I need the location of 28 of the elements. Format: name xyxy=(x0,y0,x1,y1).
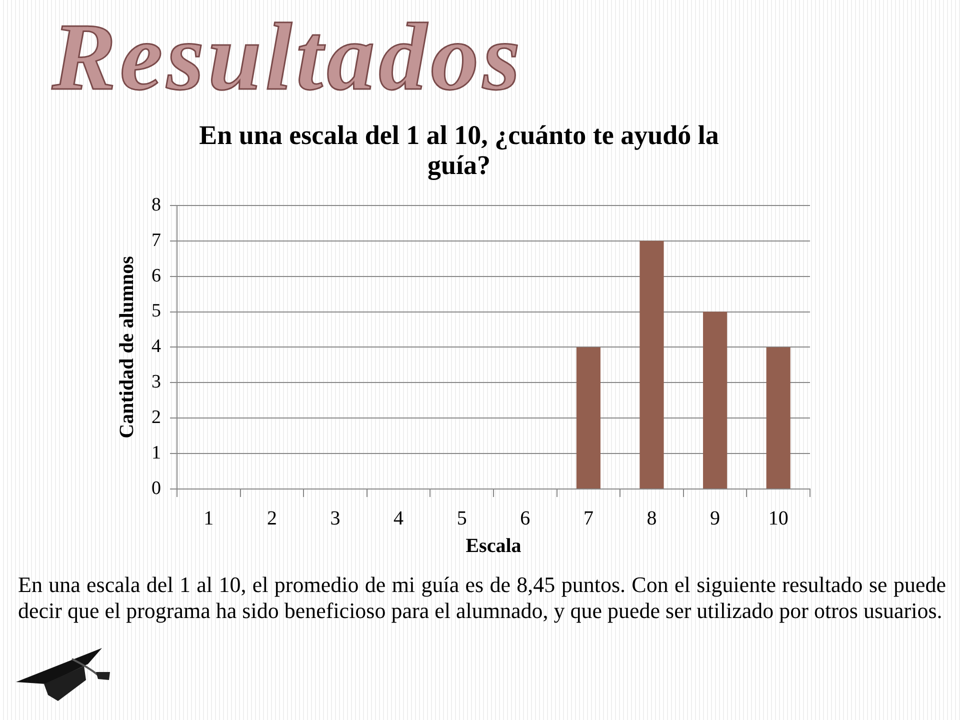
bar xyxy=(576,347,600,488)
y-tick-label: 7 xyxy=(152,230,161,251)
x-axis-title: Escala xyxy=(466,535,522,558)
chart-subtitle: En una escala del 1 al 10, ¿cuánto te ayudó la guía? xyxy=(198,120,720,180)
y-tick-label: 3 xyxy=(152,372,161,393)
x-tick-label: 7 xyxy=(583,507,594,530)
y-tick-label: 1 xyxy=(152,442,161,464)
bar xyxy=(766,347,790,488)
y-axis-title: Cantidad de alumnos xyxy=(116,256,138,438)
x-tick-label: 9 xyxy=(710,507,720,530)
y-tick-label: 2 xyxy=(152,407,161,428)
x-tick-label: 3 xyxy=(330,507,340,530)
y-tick-label: 0 xyxy=(152,478,161,499)
x-tick-label: 5 xyxy=(456,507,467,530)
y-tick-label: 5 xyxy=(152,300,161,322)
y-tick-label: 4 xyxy=(152,336,162,358)
y-tick-label: 8 xyxy=(152,194,161,216)
bar xyxy=(703,312,728,488)
x-tick-label: 2 xyxy=(266,507,277,530)
x-tick-label: 4 xyxy=(394,507,404,530)
x-tick-label: 6 xyxy=(520,507,530,530)
text: En una escala del 1 al 10, el promedio de mi guía es de 8,45 puntos. Con el siguiente resultado se puede decir que el programa ha sido beneficioso para el alumnado, y que puede ser utilizado por otros usuarios. xyxy=(18,572,946,624)
x-tick-label: 1 xyxy=(204,507,214,530)
bar xyxy=(640,240,664,488)
y-tick-label: 6 xyxy=(152,265,161,286)
x-tick-label: 10 xyxy=(768,507,788,530)
chart-title: Resultados xyxy=(52,3,524,110)
x-tick-label: 8 xyxy=(646,507,657,530)
